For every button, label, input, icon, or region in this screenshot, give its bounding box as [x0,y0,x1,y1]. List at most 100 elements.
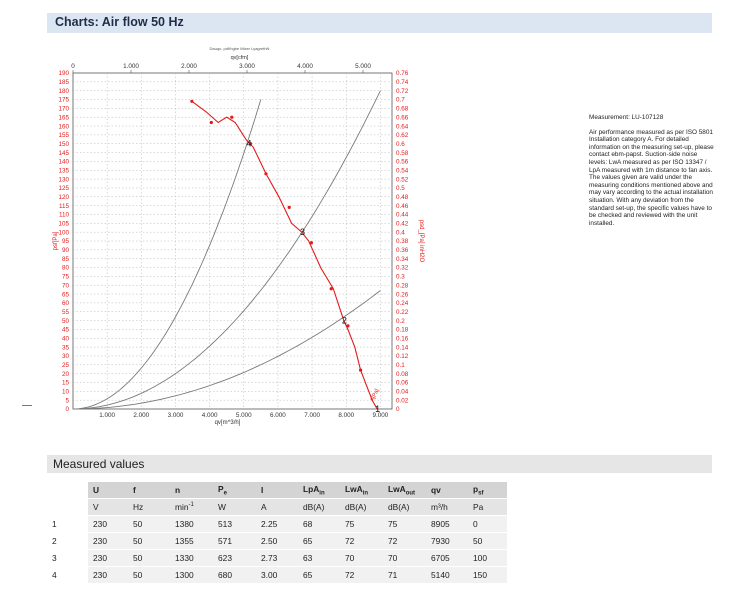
cell-lwa-out: 70 [383,549,426,567]
left-axis-label: psf[Pa] [53,231,59,250]
col-header-f: f [133,485,136,495]
right-tick-label: 0.76 [396,70,409,77]
cell-u: 230 [88,515,128,533]
col-header-psf: p [473,483,479,494]
table-row: 4 230 50 1300 680 3.00 65 72 71 5140 150 [47,566,507,584]
right-tick-label: 0.58 [396,150,409,157]
curve-marker [264,172,268,176]
table-row: 2 230 50 1355 571 2.50 65 72 72 7930 50 [47,532,507,550]
left-tick-label: 190 [58,70,69,77]
unit-n: min [175,502,189,512]
right-tick-label: 0.52 [396,176,409,183]
col-header-lpa-in: LpA [303,483,320,494]
cell-n: 1330 [170,549,213,567]
right-tick-label: 0.16 [396,335,409,342]
cell-lwa-in: 72 [340,532,383,550]
col-header-lwa-in: LwA [345,483,363,494]
cell-n: 1300 [170,566,213,584]
left-tick-label: 115 [59,203,70,210]
curve-marker [358,368,363,372]
curve-marker [329,287,333,291]
curve-marker [249,142,253,146]
row-index: 3 [47,549,88,567]
unit-qv: m³/h [426,498,468,516]
right-tick-label: 0.04 [396,389,409,396]
right-tick-label: 0.32 [396,265,409,272]
bottom-tick-label: 7.000 [304,412,320,419]
right-tick-label: 0.34 [396,256,409,263]
system-curve [72,90,381,410]
right-tick-label: 0.66 [396,114,409,121]
bottom-tick-label: 1.000 [99,412,115,419]
operating-point-label: 4 [247,139,252,149]
measured-values-table: U f n Pe I LpAin LwAin LwAout qv psf V H… [47,482,507,584]
top-tick-label: 2.000 [181,63,197,70]
col-header-pe: P [218,483,224,494]
charts-header-bar: Charts: Air flow 50 Hz [47,13,712,33]
right-tick-label: 0.46 [396,203,409,210]
unit-f: Hz [128,498,170,516]
left-tick-label: 45 [62,327,70,334]
col-header-n: n [175,485,181,495]
cell-f: 50 [128,532,170,550]
left-tick-label: 180 [58,88,69,95]
left-tick-label: 170 [58,106,69,113]
left-tick-label: 75 [62,274,70,281]
unit-lpa-in: dB(A) [298,498,340,516]
unit-pe: W [213,498,256,516]
left-tick-label: 135 [58,167,69,174]
left-tick-label: 5 [65,397,69,404]
measurement-id: Measurement: LU-107128 [589,114,664,121]
top-tick-label: 5.000 [355,63,371,70]
right-tick-label: 0 [396,406,400,413]
right-tick-label: 0.22 [396,309,409,316]
right-tick-label: 0.18 [396,327,409,334]
left-tick-label: 175 [58,97,69,104]
left-tick-label: 165 [58,114,69,121]
cell-psf: 150 [468,566,507,584]
cell-i: 3.00 [256,566,298,584]
table-units-row: V Hz min-1 W A dB(A) dB(A) dB(A) m³/h Pa [47,498,507,516]
bottom-tick-label: 2.000 [133,412,149,419]
cell-psf: 50 [468,532,507,550]
cell-qv: 7930 [426,532,468,550]
left-tick-label: 40 [62,335,70,342]
right-tick-label: 0.6 [396,141,405,148]
operating-point-label: 2 [342,316,347,326]
left-tick-label: 130 [58,176,69,183]
left-tick-label: 120 [58,194,69,201]
measured-values-title: Measured values [53,457,145,471]
curve-marker [209,120,213,125]
right-tick-label: 0.26 [396,291,409,298]
cell-lwa-out: 75 [383,515,426,533]
right-tick-label: 0.62 [396,132,409,139]
cell-lpa-in: 65 [298,566,340,584]
table-row: 1 230 50 1380 513 2.25 68 75 75 8905 0 [47,515,507,533]
cell-lpa-in: 63 [298,549,340,567]
cell-pe: 513 [213,515,256,533]
operating-point-label: 3 [300,227,305,237]
cell-u: 230 [88,532,128,550]
bottom-tick-label: 5.000 [236,412,252,419]
right-tick-label: 0.28 [396,282,409,289]
right-tick-label: 0.42 [396,221,409,228]
right-tick-label: 0.02 [396,397,409,404]
left-tick-label: 155 [58,132,69,139]
top-tick-label: 0 [71,63,75,70]
cell-i: 2.50 [256,532,298,550]
left-tick-label: 90 [62,247,70,254]
right-tick-label: 0.7 [396,97,405,104]
left-tick-label: 160 [58,123,69,130]
left-tick-label: 10 [62,389,70,396]
right-tick-label: 0.54 [396,167,409,174]
right-tick-label: 0.74 [396,79,409,86]
left-tick-label: 85 [62,256,70,263]
unit-n-sup: -1 [188,502,194,509]
curve-marker [309,241,313,245]
cell-lwa-in: 75 [340,515,383,533]
operating-point-label: 1 [375,404,380,414]
row-index: 4 [47,566,88,584]
right-tick-label: 0.1 [396,362,405,369]
right-tick-label: 0.38 [396,238,409,245]
left-tick-label: 60 [62,300,70,307]
